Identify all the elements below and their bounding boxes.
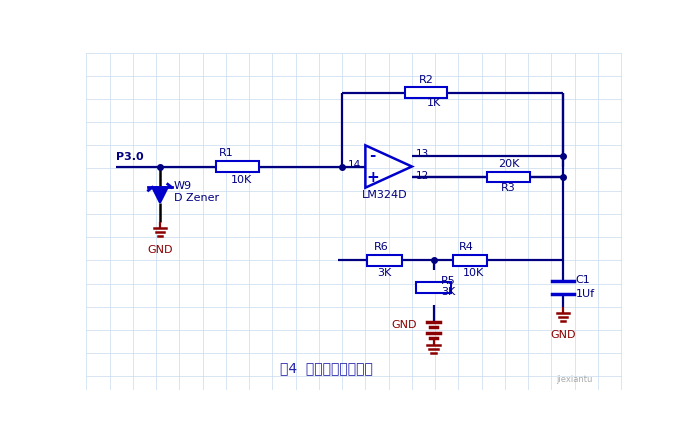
Bar [216, 161, 259, 172]
Polygon shape [152, 187, 168, 203]
Text: D Zener: D Zener [174, 193, 219, 203]
Text: 10K: 10K [231, 175, 252, 185]
Text: W9: W9 [174, 181, 192, 191]
Text: R6: R6 [374, 242, 388, 252]
Text: C1: C1 [576, 275, 590, 285]
Bar [416, 282, 451, 293]
Text: P3.0: P3.0 [116, 152, 144, 162]
Text: 20K: 20K [498, 159, 520, 169]
Text: 10K: 10K [463, 268, 484, 278]
Text: R4: R4 [459, 242, 473, 252]
Text: 13: 13 [416, 149, 429, 159]
Text: +: + [366, 170, 379, 184]
Text: GND: GND [391, 320, 417, 330]
Text: jiexiantu: jiexiantu [556, 375, 593, 384]
Text: LM324D: LM324D [362, 191, 408, 201]
Text: GND: GND [550, 330, 576, 340]
Bar [404, 87, 447, 98]
Bar [453, 255, 487, 266]
Text: 3K: 3K [442, 287, 455, 297]
Text: R5: R5 [442, 276, 456, 286]
Text: 1Uf: 1Uf [576, 289, 594, 299]
Text: 图4  电压信号采集电路: 图4 电压信号采集电路 [280, 361, 373, 375]
Text: R2: R2 [418, 74, 433, 85]
Text: R3: R3 [502, 183, 516, 193]
Text: 12: 12 [416, 170, 429, 180]
Text: 3K: 3K [377, 268, 392, 278]
Text: 14: 14 [348, 160, 361, 170]
Bar [368, 255, 402, 266]
Text: R1: R1 [218, 148, 234, 158]
Text: 1K: 1K [426, 99, 441, 108]
Text: -: - [369, 148, 375, 163]
Text: GND: GND [147, 245, 173, 255]
Bar [487, 172, 530, 183]
